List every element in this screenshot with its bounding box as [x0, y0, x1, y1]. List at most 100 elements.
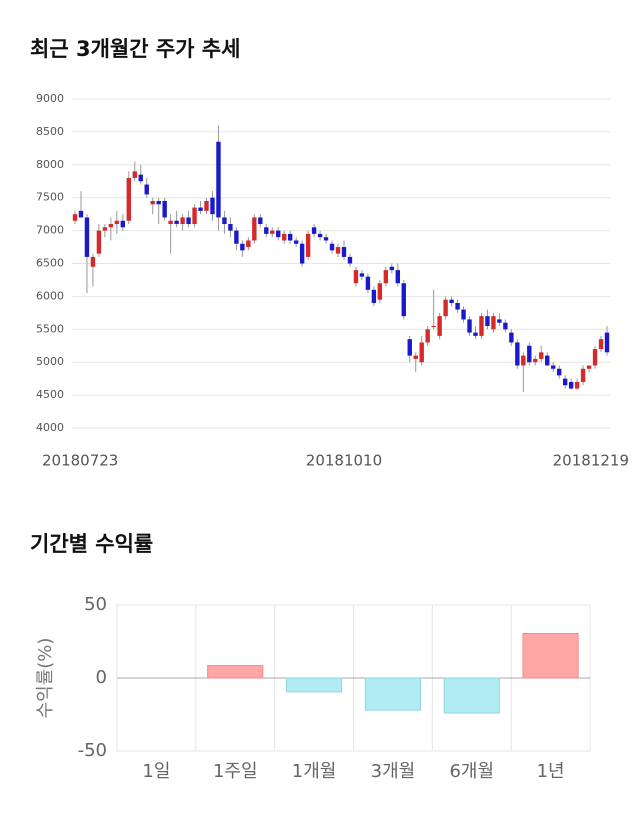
candle-body	[132, 171, 137, 178]
y-tick-label: 9000	[36, 92, 64, 105]
candle-body	[580, 368, 586, 382]
candle-body	[126, 177, 131, 221]
x-tick-label: 20181010	[306, 452, 382, 470]
candle-body	[222, 217, 227, 225]
y-tick-label: 7500	[36, 191, 64, 204]
candle-body	[252, 217, 257, 241]
candle-body	[461, 309, 466, 320]
candle-body	[449, 299, 454, 303]
candle-body	[455, 302, 460, 310]
candle-body	[551, 365, 556, 369]
candle-body	[431, 326, 436, 328]
y-axis-label: 수익률(%)	[35, 638, 56, 719]
x-tick-label: 3개월	[371, 761, 416, 782]
candle-body	[586, 365, 592, 369]
candle-body	[533, 358, 538, 363]
candle-body	[210, 197, 215, 215]
y-tick-label: 50	[84, 594, 107, 615]
chart-title: 기간별 수익률	[30, 532, 153, 556]
candle-body	[323, 237, 329, 241]
candle-body	[90, 256, 96, 267]
bar	[285, 677, 343, 693]
candle-body	[246, 240, 251, 248]
x-tick-label: 1개월	[292, 761, 337, 782]
bar	[443, 677, 500, 714]
candle-body	[72, 214, 78, 221]
candle-body	[138, 174, 143, 182]
candle-body	[84, 217, 90, 257]
candle-body	[234, 230, 239, 244]
candle-body	[574, 381, 580, 389]
candle-body	[96, 230, 102, 254]
candle-body	[78, 210, 84, 218]
candle-body	[240, 243, 245, 251]
candle-body	[329, 243, 335, 251]
candle-body	[299, 243, 305, 264]
candle-body	[341, 247, 347, 257]
candle-body	[479, 316, 484, 336]
candle-body	[515, 342, 520, 366]
bar	[207, 665, 264, 679]
candle-body	[395, 270, 400, 284]
y-tick-label: 6000	[36, 289, 64, 302]
x-tick-label: 1주일	[213, 761, 258, 782]
candle-body	[604, 332, 610, 353]
candle-body	[192, 207, 197, 225]
x-tick-label: 1일	[142, 761, 170, 782]
candle-body	[491, 316, 496, 330]
chart-title: 최근 3개월간 주가 추세	[30, 37, 240, 61]
candle-body	[270, 230, 275, 234]
candle-body	[521, 355, 526, 366]
candle-body	[437, 316, 442, 336]
candle-body	[186, 217, 191, 225]
candle-body	[276, 230, 281, 238]
candle-body	[228, 224, 233, 231]
candle-body	[365, 276, 371, 290]
y-tick-label: 7000	[36, 224, 64, 237]
y-tick-label: 5500	[36, 322, 64, 335]
y-tick-label: 4000	[36, 421, 64, 434]
candle-body	[144, 184, 149, 195]
candle-body	[305, 233, 311, 257]
candle-body	[359, 273, 365, 277]
candle-body	[401, 283, 406, 317]
candle-body	[598, 339, 604, 350]
y-tick-label: 4500	[36, 388, 64, 401]
candle-body	[282, 233, 287, 241]
y-tick-label: -50	[78, 740, 107, 761]
y-tick-label: 6500	[36, 257, 64, 270]
candle-body	[353, 270, 359, 284]
candle-body	[293, 240, 299, 244]
candle-body	[120, 220, 126, 228]
y-tick-label: 0	[96, 667, 107, 688]
candle-body	[287, 233, 293, 241]
candle-body	[264, 227, 269, 234]
candle-body	[204, 200, 209, 211]
candle-body	[443, 299, 448, 317]
candle-body	[347, 256, 353, 264]
candle-body	[419, 342, 424, 363]
candle-body	[503, 322, 508, 330]
x-tick-label: 6개월	[449, 761, 494, 782]
candle-body	[545, 355, 550, 366]
x-tick-label: 20181219	[553, 452, 629, 470]
candle-body	[377, 283, 383, 300]
bar	[364, 677, 422, 711]
candle-body	[425, 329, 430, 343]
x-tick-label: 1년	[537, 761, 565, 782]
candle-body	[467, 319, 472, 333]
bar	[522, 632, 579, 679]
y-tick-label: 8000	[36, 158, 64, 171]
candle-body	[371, 289, 377, 303]
candle-body	[383, 270, 389, 284]
candle-body	[592, 349, 598, 366]
candle-body	[108, 224, 114, 228]
candle-body	[150, 200, 155, 205]
candle-body	[407, 339, 412, 356]
candle-body	[258, 217, 263, 225]
candle-body	[156, 200, 161, 205]
candle-body	[568, 381, 574, 389]
candle-body	[114, 220, 120, 225]
candle-body	[413, 355, 418, 359]
candle-body	[473, 332, 478, 336]
